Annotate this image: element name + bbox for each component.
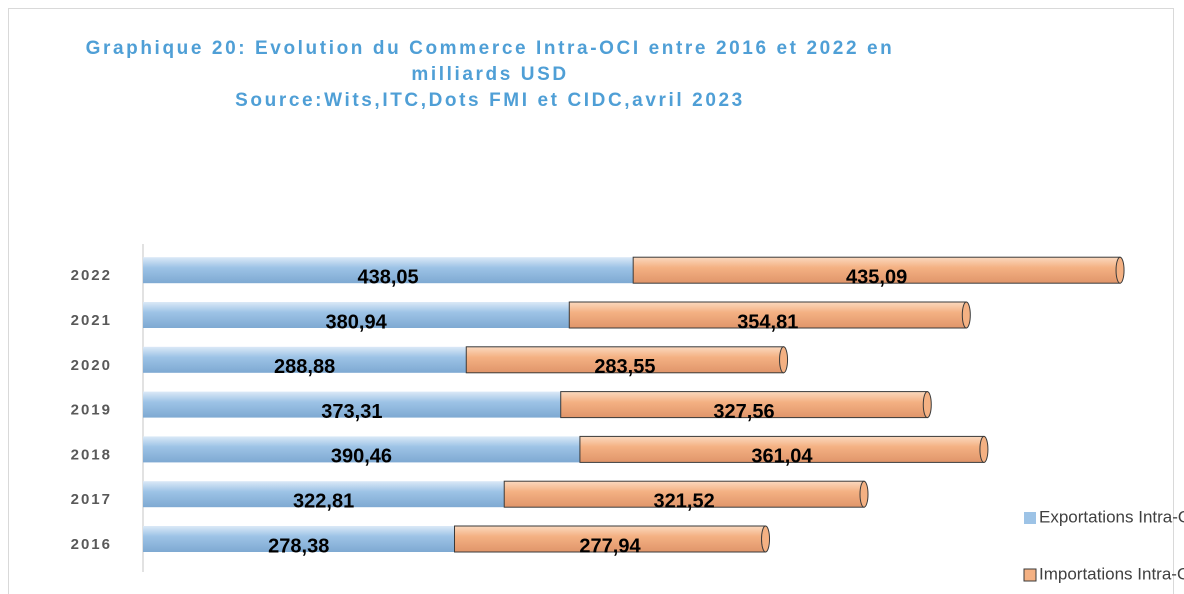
y-tick-label: 2020 [71,357,112,374]
data-label: 435,09 [846,266,907,288]
chart-title: Graphique 20: Evolution du Commerce Intr… [85,38,895,85]
data-label: 380,94 [326,311,388,333]
bar-segment [143,346,467,373]
legend-label: Exportations Intra-OCI [1039,507,1184,526]
data-label: 373,31 [321,401,382,423]
data-label: 283,55 [594,356,655,378]
y-tick-label: 2018 [71,446,112,463]
bar-cap [961,301,971,329]
data-label: 361,04 [751,446,813,468]
bar-segment [143,481,505,508]
bar-cap [1115,256,1125,284]
bar-cap [859,480,869,508]
y-tick-label: 2016 [71,536,112,553]
bar-segment [143,391,561,418]
bar-cap [779,346,789,374]
bar-segment [579,435,985,463]
y-tick-label: 2022 [71,267,112,284]
bar-segment [465,346,785,374]
legend-swatch [1024,512,1036,524]
y-tick-label: 2021 [71,312,112,329]
chart-subtitle: Source:Wits,ITC,Dots FMI et CIDC,avril 2… [235,90,745,111]
data-label: 321,52 [654,490,715,512]
bar-segment [503,480,865,508]
bar-segment [143,302,570,328]
bar-segment [143,526,455,552]
data-label: 278,38 [268,535,329,557]
y-tick-label: 2017 [71,491,112,508]
chart-frame [8,8,1174,594]
data-label: 288,88 [274,356,335,378]
bar-segment [143,257,634,284]
data-label: 327,56 [713,401,774,423]
data-label: 322,81 [293,490,354,512]
data-label: 354,81 [737,311,798,333]
data-label: 277,94 [579,535,641,557]
data-label: 390,46 [331,446,392,468]
legend-swatch [1023,568,1037,582]
bar-segment [568,301,967,329]
y-tick-label: 2019 [71,402,112,419]
bar-cap [761,525,771,553]
bar-cap [979,435,989,463]
bar-segment [560,391,928,419]
data-label: 438,05 [358,266,419,288]
legend-label: Importations Intra-OCI [1039,564,1184,583]
bar-segment [143,436,580,463]
bar-cap [922,391,932,419]
